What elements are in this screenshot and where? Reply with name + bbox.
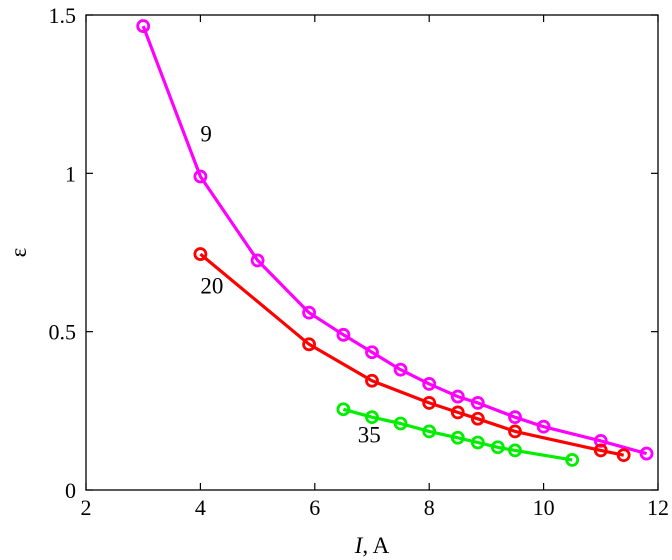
data-point [593,443,608,458]
x-tick-label: 6 [309,495,320,520]
series-layer: 9 20 35 [136,19,654,467]
data-point [365,373,379,388]
series-label: 20 [200,274,223,299]
data-point [422,424,437,439]
y-tick-label: 0 [65,478,76,503]
data-point [136,19,151,33]
series-label: 35 [358,423,381,448]
data-point [365,345,379,360]
axis-ticks: 2 4 6 8 10 12 0 0.5 1 1.5 [49,3,670,520]
data-point [193,247,208,261]
y-axis-label: ε [6,248,31,258]
data-point [250,253,265,268]
data-point [508,410,522,425]
series-line [199,252,625,457]
data-point [365,410,379,425]
data-point [336,402,351,417]
data-point [302,305,316,320]
series-35: 35 [336,402,580,467]
x-axis-label: I, A [354,533,390,558]
y-tick-label: 1.5 [49,3,77,28]
data-point [536,419,551,434]
data-point [490,440,505,455]
data-point [508,424,522,439]
y-tick-label: 0.5 [49,320,77,345]
x-tick-label: 12 [647,495,669,520]
y-tick-label: 1 [65,161,76,186]
data-point [422,377,437,391]
x-tick-label: 2 [81,495,92,520]
data-point [450,405,465,420]
series-9: 9 [136,19,654,461]
data-point [302,337,316,352]
series-label: 9 [200,122,212,147]
data-point [565,453,580,467]
x-axis-label-unit: , A [362,533,389,558]
data-point [450,430,465,445]
data-point [422,396,437,410]
data-point [470,411,485,426]
x-tick-label: 8 [424,495,435,520]
data-point [470,396,485,410]
data-point [336,327,351,342]
data-point [470,435,485,450]
data-point [393,362,408,377]
x-tick-label: 4 [195,495,206,520]
series-20: 20 [193,247,631,463]
data-point [393,416,408,431]
plot-frame [85,14,659,491]
x-tick-label: 10 [533,495,555,520]
data-point [593,434,608,448]
data-point [450,389,465,404]
data-point [508,443,522,458]
data-point [193,169,208,184]
x-axis-label-symbol: I [354,533,364,558]
data-point [639,446,654,461]
data-point [616,448,631,463]
